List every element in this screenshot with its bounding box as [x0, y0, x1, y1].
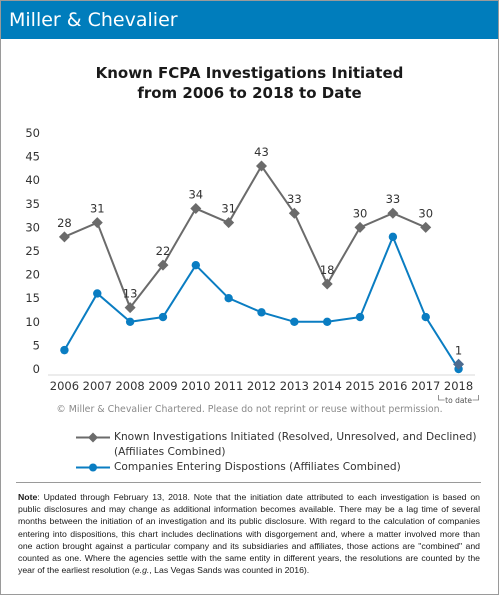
x-tick-label: 2007 [83, 379, 112, 393]
data-label: 33 [287, 192, 302, 206]
footnote-body-end: , Las Vegas Sands was counted in 2016). [149, 565, 310, 576]
brand-logo-text: Miller & Chevalier [9, 9, 178, 31]
chart-title-line-2: from 2006 to 2018 to Date [137, 84, 362, 102]
data-point-circle [322, 317, 332, 326]
copyright-notice: © Miller & Chevalier Chartered. Please d… [56, 404, 443, 415]
data-point-diamond [124, 302, 136, 314]
y-tick-label: 50 [25, 126, 40, 140]
legend-item-dispositions: Companies Entering Dispostions (Affiliat… [76, 460, 486, 475]
data-point-diamond [58, 231, 70, 243]
data-label: 13 [123, 287, 138, 301]
data-point-circle [93, 289, 102, 298]
x-tick-label: 2009 [148, 379, 177, 393]
data-point-diamond [288, 207, 300, 219]
y-tick-label: 15 [25, 291, 40, 305]
data-point-circle [421, 312, 430, 322]
x-tick-label: 2012 [247, 379, 276, 393]
y-tick-label: 40 [25, 173, 40, 187]
legend-item-investigations: Known Investigations Initiated (Resolved… [76, 430, 486, 460]
y-tick-label: 35 [25, 197, 40, 211]
footnote-label: Note [18, 492, 38, 502]
y-tick-label: 20 [25, 268, 40, 282]
data-point-circle [355, 312, 365, 322]
y-tick-label: 25 [25, 244, 40, 258]
legend-label-investigations-line-1: Known Investigations Initiated (Resolved… [114, 431, 477, 443]
data-point-diamond [190, 203, 202, 215]
footnote-text: Note: Updated through February 13, 2018.… [18, 491, 480, 576]
x-tick-label: 2006 [50, 379, 79, 393]
data-point-circle [388, 232, 398, 242]
x-tick-label: 2011 [214, 379, 243, 393]
series-line-0 [64, 164, 427, 310]
x-tick-label: 2018 [444, 379, 473, 393]
legend-label-investigations-line-2: (Affiliates Combined) [114, 446, 226, 458]
data-label: 31 [221, 202, 236, 216]
data-label: 43 [254, 145, 269, 159]
data-label: 34 [188, 188, 203, 202]
data-label: 33 [386, 192, 401, 206]
y-tick-label: 30 [25, 220, 40, 234]
data-label: 31 [90, 202, 105, 216]
data-point-diamond [387, 207, 399, 219]
y-tick-label: 5 [33, 338, 40, 352]
data-label: 22 [156, 244, 171, 258]
data-point-circle [158, 312, 168, 322]
x-tick-label: 2016 [378, 379, 407, 393]
series-line-2 [63, 234, 460, 370]
data-point-diamond [453, 358, 465, 370]
x-tick-label: 2008 [115, 379, 144, 393]
legend-swatch-gray-diamond [76, 432, 110, 443]
to-date-bracket [438, 395, 479, 401]
x-tick-label: 2010 [181, 379, 210, 393]
x-tick-label: 2014 [313, 379, 342, 393]
data-point-circle [224, 294, 233, 303]
data-point-diamond [157, 259, 169, 271]
x-tick-label: 2017 [411, 379, 440, 393]
data-point-circle [290, 317, 299, 326]
data-label: 30 [418, 206, 433, 220]
to-date-label: to date [445, 396, 472, 405]
line-chart: 0 5 10 15 20 25 30 35 40 45 50 2006 2007 2008 2009 2010… [25, 126, 479, 405]
data-point-circle [60, 345, 69, 355]
data-point-circle [125, 317, 135, 326]
data-point-diamond [256, 160, 267, 172]
data-point-diamond [91, 217, 103, 229]
data-point-circle [257, 308, 266, 317]
footnote-eg: e.g. [134, 565, 150, 576]
y-tick-label: 0 [33, 362, 40, 376]
chart-title-line-1: Known FCPA Investigations Initiated [95, 64, 404, 82]
data-point-diamond [321, 278, 333, 290]
brand-header-bar: Miller & Chevalier [1, 1, 498, 39]
data-label: 28 [57, 216, 72, 230]
data-point-diamond [354, 221, 366, 233]
chart-legend: Known Investigations Initiated (Resolved… [76, 430, 486, 475]
data-label: 30 [353, 206, 368, 220]
footnote-body: : Updated through February 13, 2018. Not… [18, 492, 480, 576]
data-label: 1 [455, 343, 462, 357]
x-tick-label: 2013 [280, 379, 309, 393]
data-point-diamond [223, 217, 235, 229]
data-label: 18 [320, 263, 335, 277]
x-tick-label: 2015 [345, 379, 374, 393]
data-point-circle [191, 260, 201, 270]
y-tick-label: 10 [25, 315, 40, 329]
legend-swatch-blue-circle [76, 463, 110, 472]
y-tick-label: 45 [25, 150, 40, 164]
data-point-diamond [420, 221, 432, 233]
footnote-box: Note: Updated through February 13, 2018.… [16, 482, 481, 593]
legend-label-dispositions: Companies Entering Dispostions (Affiliat… [114, 461, 401, 473]
